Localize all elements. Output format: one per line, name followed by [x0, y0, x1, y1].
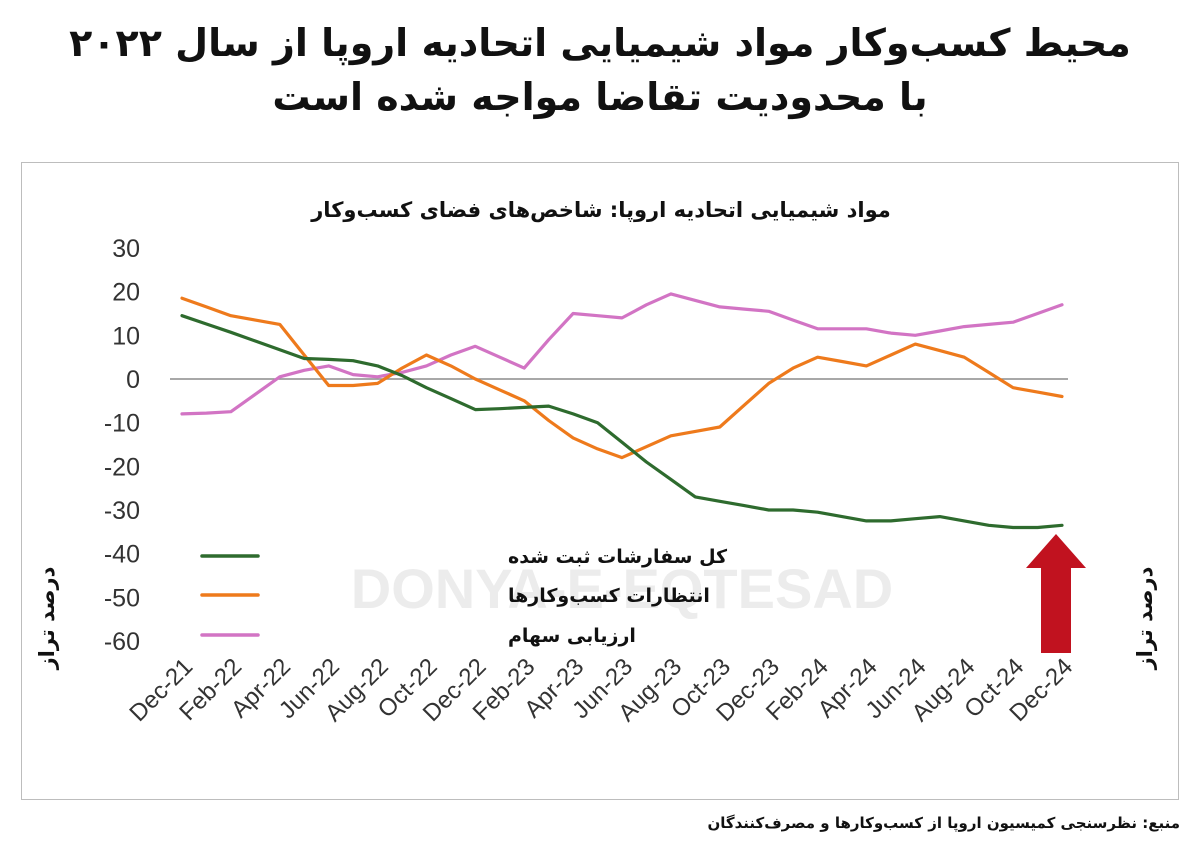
source-note: منبع: نظرسنجی کمیسیون اروپا از کسب‌وکاره…	[707, 814, 1180, 832]
series-line-stocks	[180, 292, 1064, 416]
y-tick-label: -10	[104, 410, 140, 438]
y-tick-label: -50	[104, 584, 140, 612]
y-axis-ticks: 30 20 10 0 -10 -20 -30 -40 -50 -60	[104, 235, 140, 656]
up-arrow-annotation	[1026, 534, 1086, 653]
headline-line-1: محیط کسب‌وکار مواد شیمیایی اتحادیه اروپا…	[69, 21, 1131, 65]
headline-line-2: با محدودیت تقاضا مواجه شده است	[272, 75, 928, 119]
y-tick-label: 0	[126, 366, 140, 394]
y-tick-label: -20	[104, 453, 140, 481]
y-tick-label: -30	[104, 497, 140, 525]
y-tick-label: -40	[104, 541, 140, 569]
y-tick-label: -60	[104, 628, 140, 656]
series-layer	[180, 292, 1064, 530]
x-axis-ticks: Dec-21Feb-22Apr-22Jun-22Aug-22Oct-22Dec-…	[124, 653, 1078, 727]
legend-label-expectations: انتظارات کسب‌وکارها	[508, 585, 710, 607]
legend: کل سفارشات ثبت شده انتظارات کسب‌وکارها ارز…	[200, 546, 728, 647]
legend-label-stocks: ارزیابی سهام	[508, 625, 636, 647]
series-line-expectations	[180, 296, 1064, 460]
chart-frame: مواد شیمیایی اتحادیه اروپا: شاخص‌های فضا…	[21, 162, 1179, 800]
chart-title: مواد شیمیایی اتحادیه اروپا: شاخص‌های فضا…	[310, 198, 891, 222]
series-line-orders	[180, 314, 1064, 530]
legend-label-orders: کل سفارشات ثبت شده	[508, 546, 728, 568]
chart: مواد شیمیایی اتحادیه اروپا: شاخص‌های فضا…	[35, 198, 1157, 727]
y-tick-label: 30	[112, 235, 140, 263]
y-axis-title-left: درصد تراز	[35, 566, 59, 670]
watermark: DONYA-E-EQTESAD	[351, 557, 893, 620]
y-axis-title-right: درصد تراز	[1133, 566, 1157, 670]
y-tick-label: 20	[112, 279, 140, 307]
y-tick-label: 10	[112, 322, 140, 350]
headline: محیط کسب‌وکار مواد شیمیایی اتحادیه اروپا…	[0, 16, 1200, 124]
